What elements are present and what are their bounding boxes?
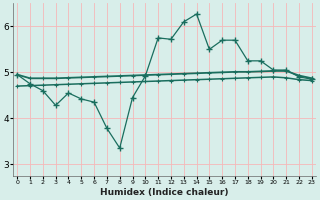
X-axis label: Humidex (Indice chaleur): Humidex (Indice chaleur) [100,188,229,197]
